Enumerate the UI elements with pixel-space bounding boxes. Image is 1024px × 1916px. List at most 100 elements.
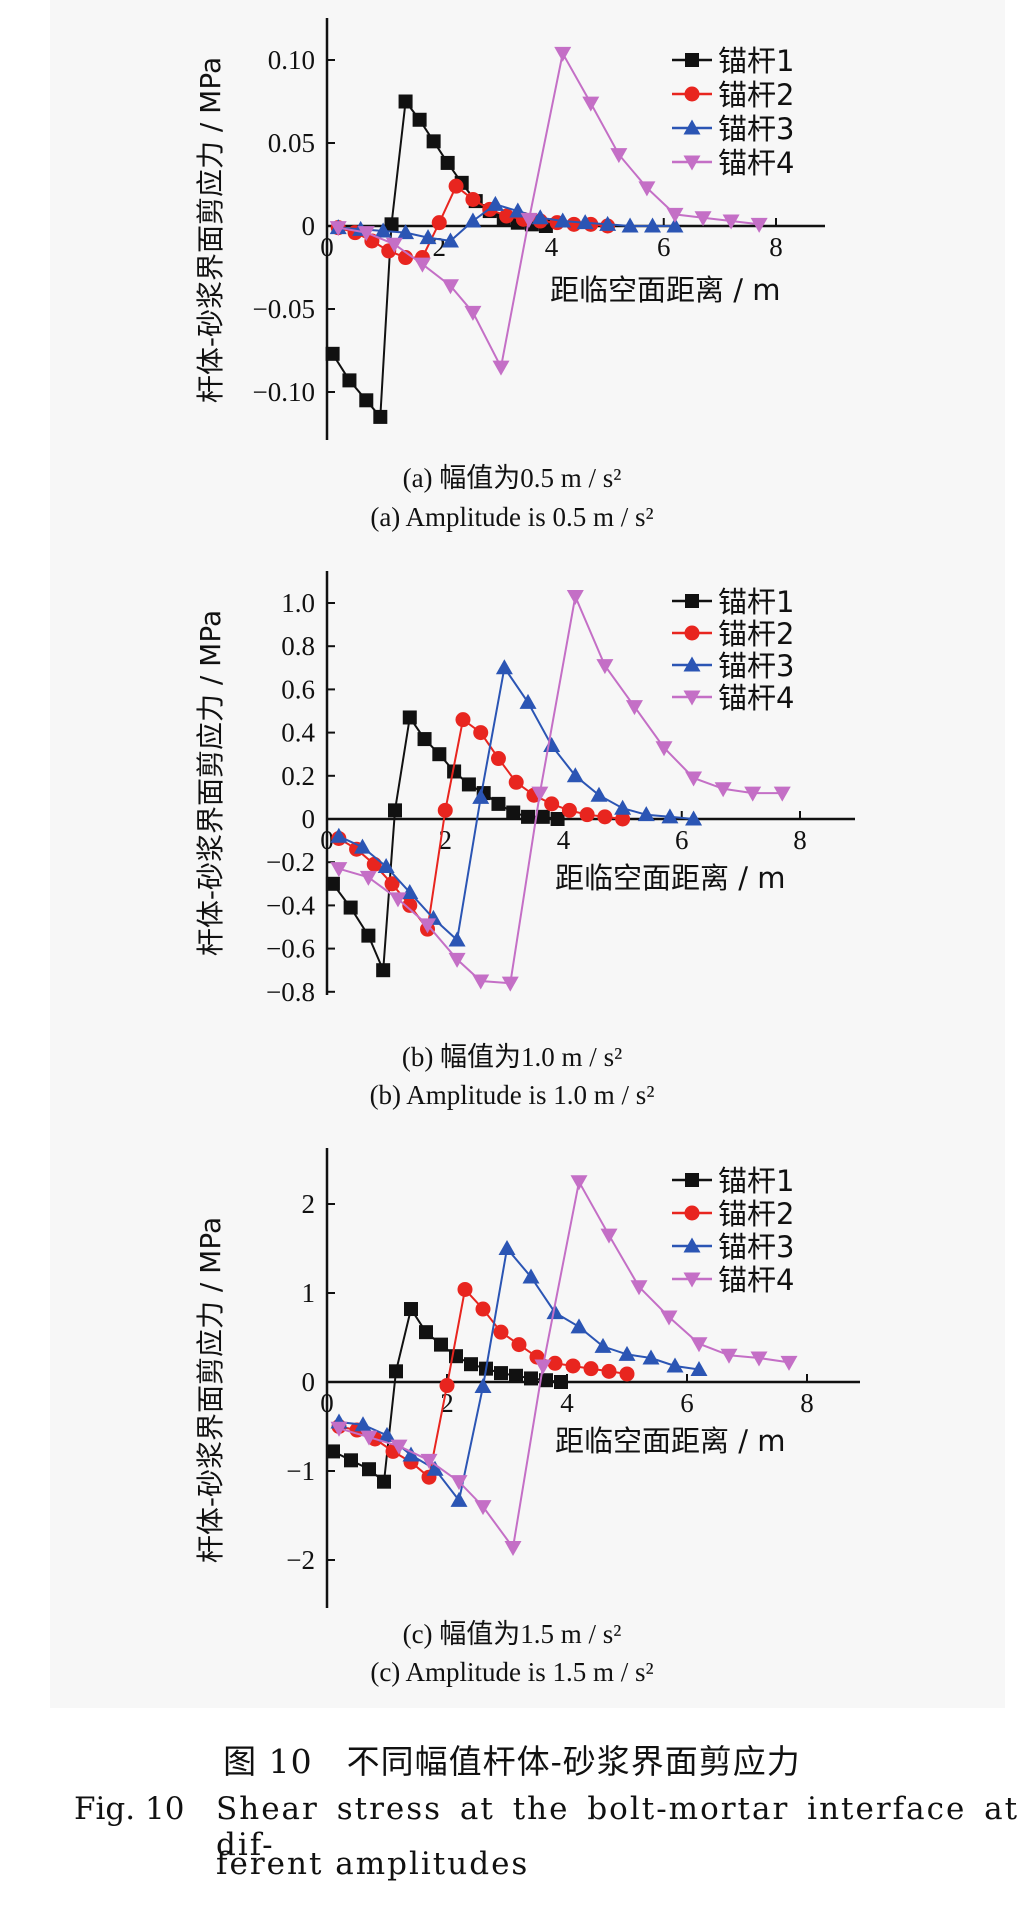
chart3-series-4-point [570,1175,588,1191]
panel-c-caption-cn: (c) 幅值为1.5 m / s² [402,1619,622,1649]
chart3-legend-label-1: 锚杆1 [718,1164,794,1198]
chart3-series-4-point [690,1337,708,1353]
chart3-series-1-line [332,1306,562,1484]
chart3-series-2-point [547,1355,563,1371]
chart1-series-4-point [357,226,375,242]
chart1-series-4-point [492,360,510,376]
chart2-y-tick-label: −0.8 [266,977,315,1007]
chart2-series-2-point [597,809,613,825]
chart3-series-2-point [457,1281,473,1297]
chart3-series-2-point [439,1378,455,1394]
chart2-legend-marker-2 [684,625,700,641]
chart1-series-3-point [531,209,549,225]
chart1-x-tick-label: 0 [320,232,334,262]
chart3-legend-marker-1 [685,1173,699,1187]
chart2-legend-label-3: 锚杆3 [718,649,794,683]
chart3-x-tick-label: 4 [560,1388,574,1418]
chart3-series-4-point [780,1355,798,1371]
chart2-series-2-point [579,807,595,823]
chart2-series-2-point [366,856,382,872]
chart3-series-3-point [354,1416,372,1432]
chart1-series-3-point [644,217,662,233]
chart3-series-2-point [619,1366,635,1382]
chart2-x-tick-label: 8 [793,825,807,855]
chart3-series-4-point [630,1280,648,1296]
chart1-legend-label-4: 锚杆4 [718,146,794,180]
chart2-y-tick-label: 0 [302,804,316,834]
panel-b-caption-cn: (b) 幅值为1.0 m / s² [401,1042,623,1072]
chart1-x-tick-label: 6 [657,232,671,262]
chart3-series-2-point [601,1363,617,1379]
chart3-series-1-point [389,1364,403,1379]
chart2-series-1-point [432,747,447,762]
panel-a-caption-en: (a) Amplitude is 0.5 m / s² [370,502,654,532]
chart1-x-tick-label: 8 [769,232,783,262]
chart2-series-2-point [437,802,453,818]
chart3-series-3-point [426,1460,444,1476]
chart2-series-2-point [508,774,524,790]
chart2-series-4-point [389,892,407,908]
chart3-series-4-point [534,1359,552,1375]
chart1-y-tick-label: −0.05 [253,294,315,324]
chart2-legend-label-4: 锚杆4 [718,681,794,715]
chart1-series-3-point [666,217,684,233]
chart1-series-4-point [520,212,538,228]
chart2-y-axis-label: 杆体-砂浆界面剪应力 / MPa [194,610,227,956]
chart1-series-1-point [325,346,340,361]
chart3-legend-label-3: 锚杆3 [718,1230,794,1264]
chart1-series-4-point [441,279,459,295]
chart1-series-3-point [374,222,392,238]
chart1-series-4-point [582,96,600,112]
chart1-series-4-point [554,46,572,62]
chart1-series-3-point [554,212,572,228]
chart2-series-3-point [637,806,655,822]
chart1-y-tick-label: 0 [302,211,316,241]
chart2-x-tick-label: 4 [557,825,571,855]
chart1-series-1-point [384,217,399,232]
chart1-series-3-point [576,214,594,230]
chart1-series-4-point [610,148,628,164]
chart3-series-4-point [504,1541,522,1557]
chart1-series-4-point [722,214,740,230]
chart1-series-3-point [486,195,504,211]
chart2-series-1-point [447,764,462,779]
figure-panel [50,0,1005,1708]
chart2-legend-marker-3 [683,656,701,672]
figure-caption-en-line2: ferent amplitudes [216,1846,530,1882]
chart3-series-4-point [330,1421,348,1437]
chart2-series-4-point [773,786,791,802]
chart3-y-axis-label: 杆体-砂浆界面剪应力 / MPa [194,1217,227,1563]
chart1-x-axis-label: 距临空面距离 / m [550,273,780,307]
chart3-series-3-point [618,1345,636,1361]
chart1-series-4-point [750,217,768,233]
chart2-series-4-line [338,593,783,985]
chart3-series-1-point [494,1366,508,1381]
chart2-legend-marker-4 [683,690,701,706]
chart2-series-4-point [472,974,490,990]
chart2-series-1-line [332,714,558,971]
chart3-series-3-point [546,1304,564,1320]
chart2-series-1-point [402,710,417,725]
chart1-series-4-point [413,257,431,273]
chart1-legend-label-1: 锚杆1 [718,44,794,78]
chart2-series-1-point [506,805,521,820]
panel-b-caption-en: (b) Amplitude is 1.0 m / s² [369,1080,655,1110]
chart2-series-4-point [566,590,584,606]
chart2-series-4-point [685,771,703,787]
chart2-series-4-point [419,918,437,934]
chart1-series-2-point [448,178,464,194]
chart1-series-3-point [464,212,482,228]
chart2-series-1-point [376,963,391,978]
chart2-series-3-point [543,737,561,753]
chart3-x-tick-label: 8 [800,1388,814,1418]
chart1-series-2-point [431,215,447,231]
chart1-series-3-point [419,229,437,245]
chart3-series-1-point [344,1453,358,1468]
chart2-series-3-point [685,810,703,826]
chart3-series-2-point [583,1361,599,1377]
chart1-y-tick-label: −0.10 [253,377,315,407]
chart3-series-1-point [404,1302,418,1317]
chart3-series-1-point [326,1444,340,1459]
chart3-x-tick-label: 2 [440,1388,454,1418]
chart2-series-2-point [473,725,489,741]
